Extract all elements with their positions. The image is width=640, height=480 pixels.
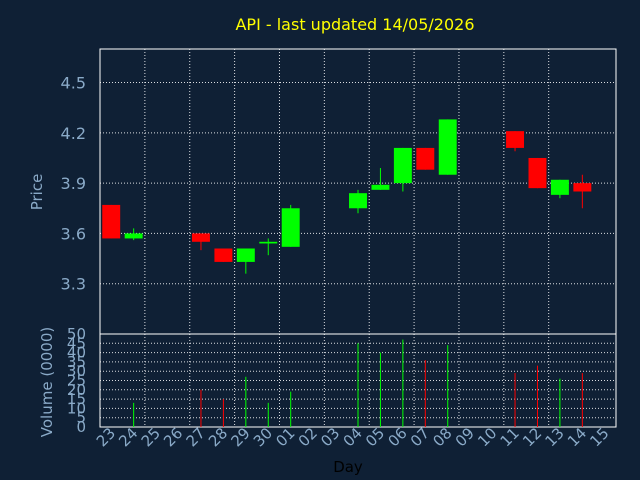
price-tick-label: 4.5 <box>61 74 86 93</box>
chart-title: API - last updated 14/05/2026 <box>235 15 474 34</box>
volume-tick-label: 15 <box>67 390 86 408</box>
candle-body <box>573 183 592 192</box>
volume-tick-label: 45 <box>67 334 86 352</box>
day-x-ticks: 2324252627282930010203040506070809101112… <box>93 424 613 450</box>
price-tick-label: 4.2 <box>61 124 86 143</box>
price-grid <box>99 48 617 335</box>
volume-tick-label: 0 <box>76 418 86 436</box>
price-tick-label: 3.6 <box>61 224 86 243</box>
volume-tick-label: 40 <box>67 344 86 362</box>
candle-body <box>550 179 569 195</box>
volume-tick-label: 5 <box>76 409 86 427</box>
candle-body <box>102 204 121 239</box>
candle-body <box>259 241 278 244</box>
candle-body <box>416 147 435 170</box>
volume-tick-label: 20 <box>67 381 86 399</box>
price-tick-label: 3.3 <box>61 275 86 294</box>
candle-body <box>528 157 547 189</box>
candle-body <box>236 248 255 262</box>
day-axis-label: Day <box>333 458 363 476</box>
candle-body <box>393 147 412 184</box>
price-y-ticks: 3.3 3.6 3.9 4.2 4.5 <box>61 74 86 294</box>
volume-bars <box>133 339 583 427</box>
volume-tick-label: 30 <box>67 362 86 380</box>
candle-body <box>506 131 525 148</box>
candle-body <box>438 119 457 175</box>
price-axis-label: Price <box>28 174 46 211</box>
candle-body <box>191 233 210 242</box>
candle-body <box>371 184 390 190</box>
candle-body <box>124 233 143 239</box>
candle-body <box>214 248 233 262</box>
price-tick-label: 3.9 <box>61 174 86 193</box>
volume-tick-label: 35 <box>67 353 86 371</box>
volume-tick-label: 50 <box>67 325 86 343</box>
volume-tick-label: 10 <box>67 399 86 417</box>
volume-axis-label: Volume (0000) <box>38 327 56 437</box>
price-candles <box>102 119 592 274</box>
candle-body <box>349 193 367 209</box>
candle-body <box>281 208 300 247</box>
volume-tick-label: 25 <box>67 372 86 390</box>
